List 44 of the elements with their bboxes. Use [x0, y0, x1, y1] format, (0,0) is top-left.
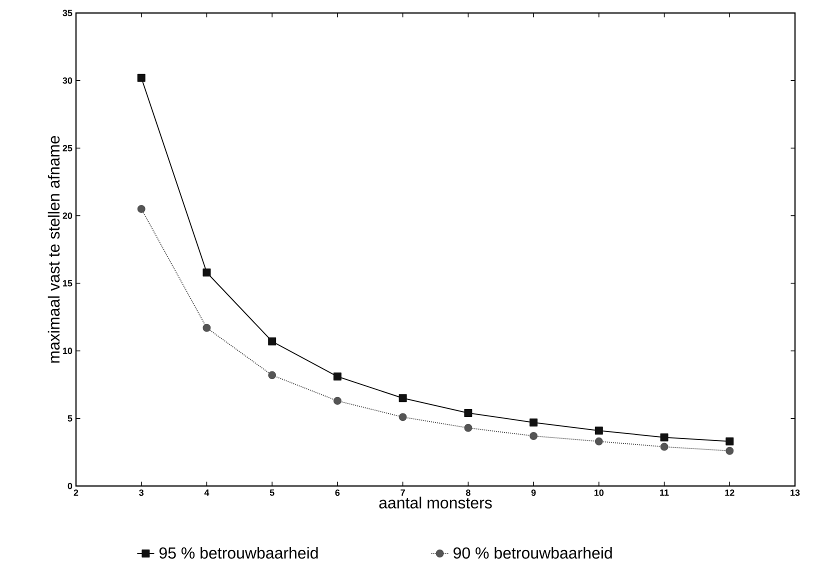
point: [137, 74, 146, 82]
point: [660, 442, 668, 451]
point: [398, 394, 407, 402]
x-tick-label: 2: [74, 490, 78, 496]
x-tick-label: 6: [335, 490, 340, 496]
y-axis-title: maximaal vast te stellen afname: [48, 136, 60, 363]
x-tick-label: 11: [660, 490, 669, 496]
y-tick-label: 10: [63, 348, 72, 354]
legend-label: 90 % betrouwbaarheid: [454, 546, 612, 559]
point: [594, 426, 603, 435]
point: [464, 424, 472, 432]
y-tick-label: 0: [68, 482, 72, 490]
x-tick-label: 7: [400, 490, 405, 496]
x-axis-title: aantal monsters: [379, 496, 492, 508]
x-tick-label: 10: [594, 490, 604, 496]
point: [660, 433, 668, 442]
x-tick-label: 12: [725, 490, 734, 496]
x-tick-label: 9: [531, 490, 536, 496]
point: [726, 446, 734, 455]
point: [202, 268, 211, 276]
y-tick-label: 20: [62, 212, 72, 219]
y-tick-label: 30: [62, 77, 72, 84]
x-tick-label: 5: [270, 490, 274, 496]
point: [726, 437, 734, 446]
legend-label: 95 % betrouwbaarheid: [159, 546, 318, 559]
point: [464, 409, 472, 418]
point: [398, 413, 407, 422]
point: [333, 396, 342, 405]
point: [268, 371, 276, 380]
y-tick-label: 25: [62, 144, 72, 152]
point: [530, 418, 538, 426]
x-tick-label: 3: [139, 490, 144, 496]
point: [594, 437, 603, 446]
point: [333, 372, 342, 381]
y-tick-label: 5: [68, 415, 72, 422]
point: [202, 324, 211, 332]
y-tick-label: 15: [63, 280, 72, 286]
point: [268, 337, 276, 346]
point: [530, 432, 538, 440]
x-tick-label: 13: [790, 490, 800, 496]
x-tick-label: 4: [204, 490, 210, 496]
x-tick-label: 8: [466, 490, 470, 496]
point: [137, 204, 146, 213]
y-tick-label: 35: [62, 10, 72, 16]
